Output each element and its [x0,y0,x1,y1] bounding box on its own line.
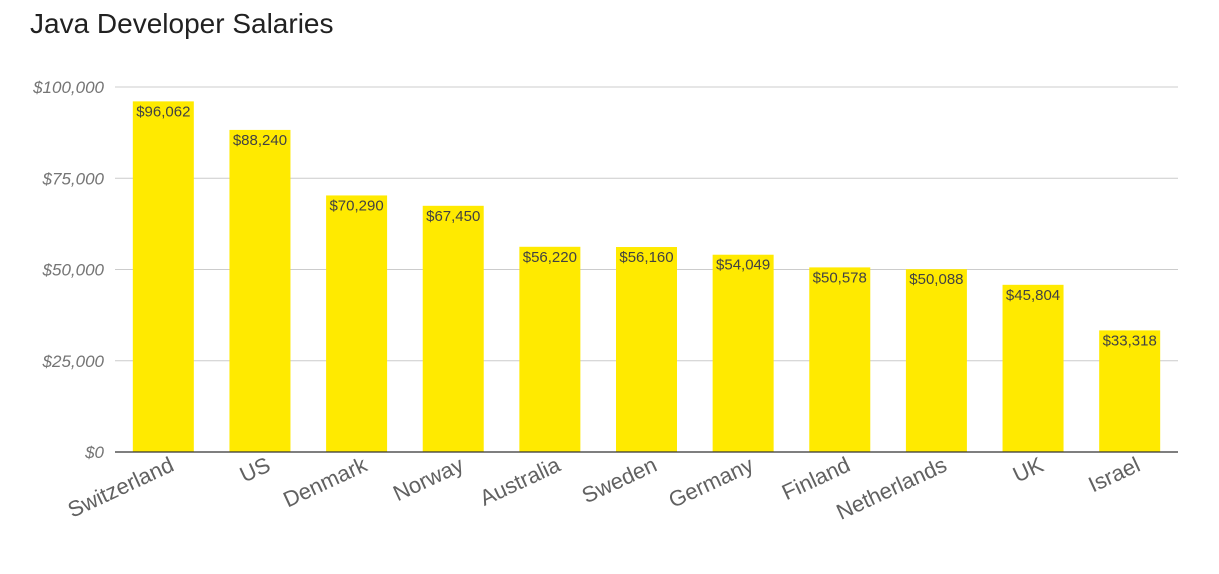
bar [616,247,677,452]
bar [1002,284,1064,452]
y-axis-ticks: $0 $25,000 $50,000 $75,000 $100,000 [32,78,104,462]
bar [1099,330,1161,452]
y-tick-label: $100,000 [32,78,104,97]
data-label: $88,240 [233,132,287,149]
x-tick-label: Australia [476,452,565,511]
bars [132,101,1161,452]
y-tick-label: $0 [84,443,104,462]
x-tick-label: Denmark [279,451,371,512]
data-label: $45,804 [1006,287,1060,304]
x-tick-label: Norway [389,452,467,506]
data-label: $50,088 [909,271,963,288]
bar [422,205,484,452]
data-label: $56,220 [523,249,577,266]
y-tick-label: $75,000 [42,169,105,188]
x-tick-label: Israel [1084,452,1143,497]
x-tick-label: Sweden [578,452,661,508]
y-tick-label: $25,000 [42,352,105,371]
bar [519,246,581,452]
x-tick-label: US [236,452,274,488]
data-label: $50,578 [813,269,867,286]
data-labels: $96,062 $88,240 $70,290 $67,450 $56,220 $56,1… [136,103,1157,349]
x-tick-label: Netherlands [832,452,950,525]
data-label: $96,062 [136,103,190,120]
bar [326,195,388,452]
x-tick-label: Switzerland [64,452,178,523]
bar [905,269,967,452]
bar [712,254,774,452]
data-label: $56,160 [619,249,673,266]
data-label: $67,450 [426,208,480,225]
x-tick-label: UK [1009,452,1048,488]
data-label: $70,290 [329,197,383,214]
x-axis-ticks: Switzerland US Denmark Norway Australia Swede… [64,451,1144,524]
chart-title: Java Developer Salaries [30,8,334,39]
y-tick-label: $50,000 [42,261,105,280]
data-label: $33,318 [1103,332,1157,349]
x-tick-label: Germany [665,452,758,513]
bar [809,267,871,452]
bar [229,129,291,452]
data-label: $54,049 [716,257,770,274]
bar [132,101,194,452]
